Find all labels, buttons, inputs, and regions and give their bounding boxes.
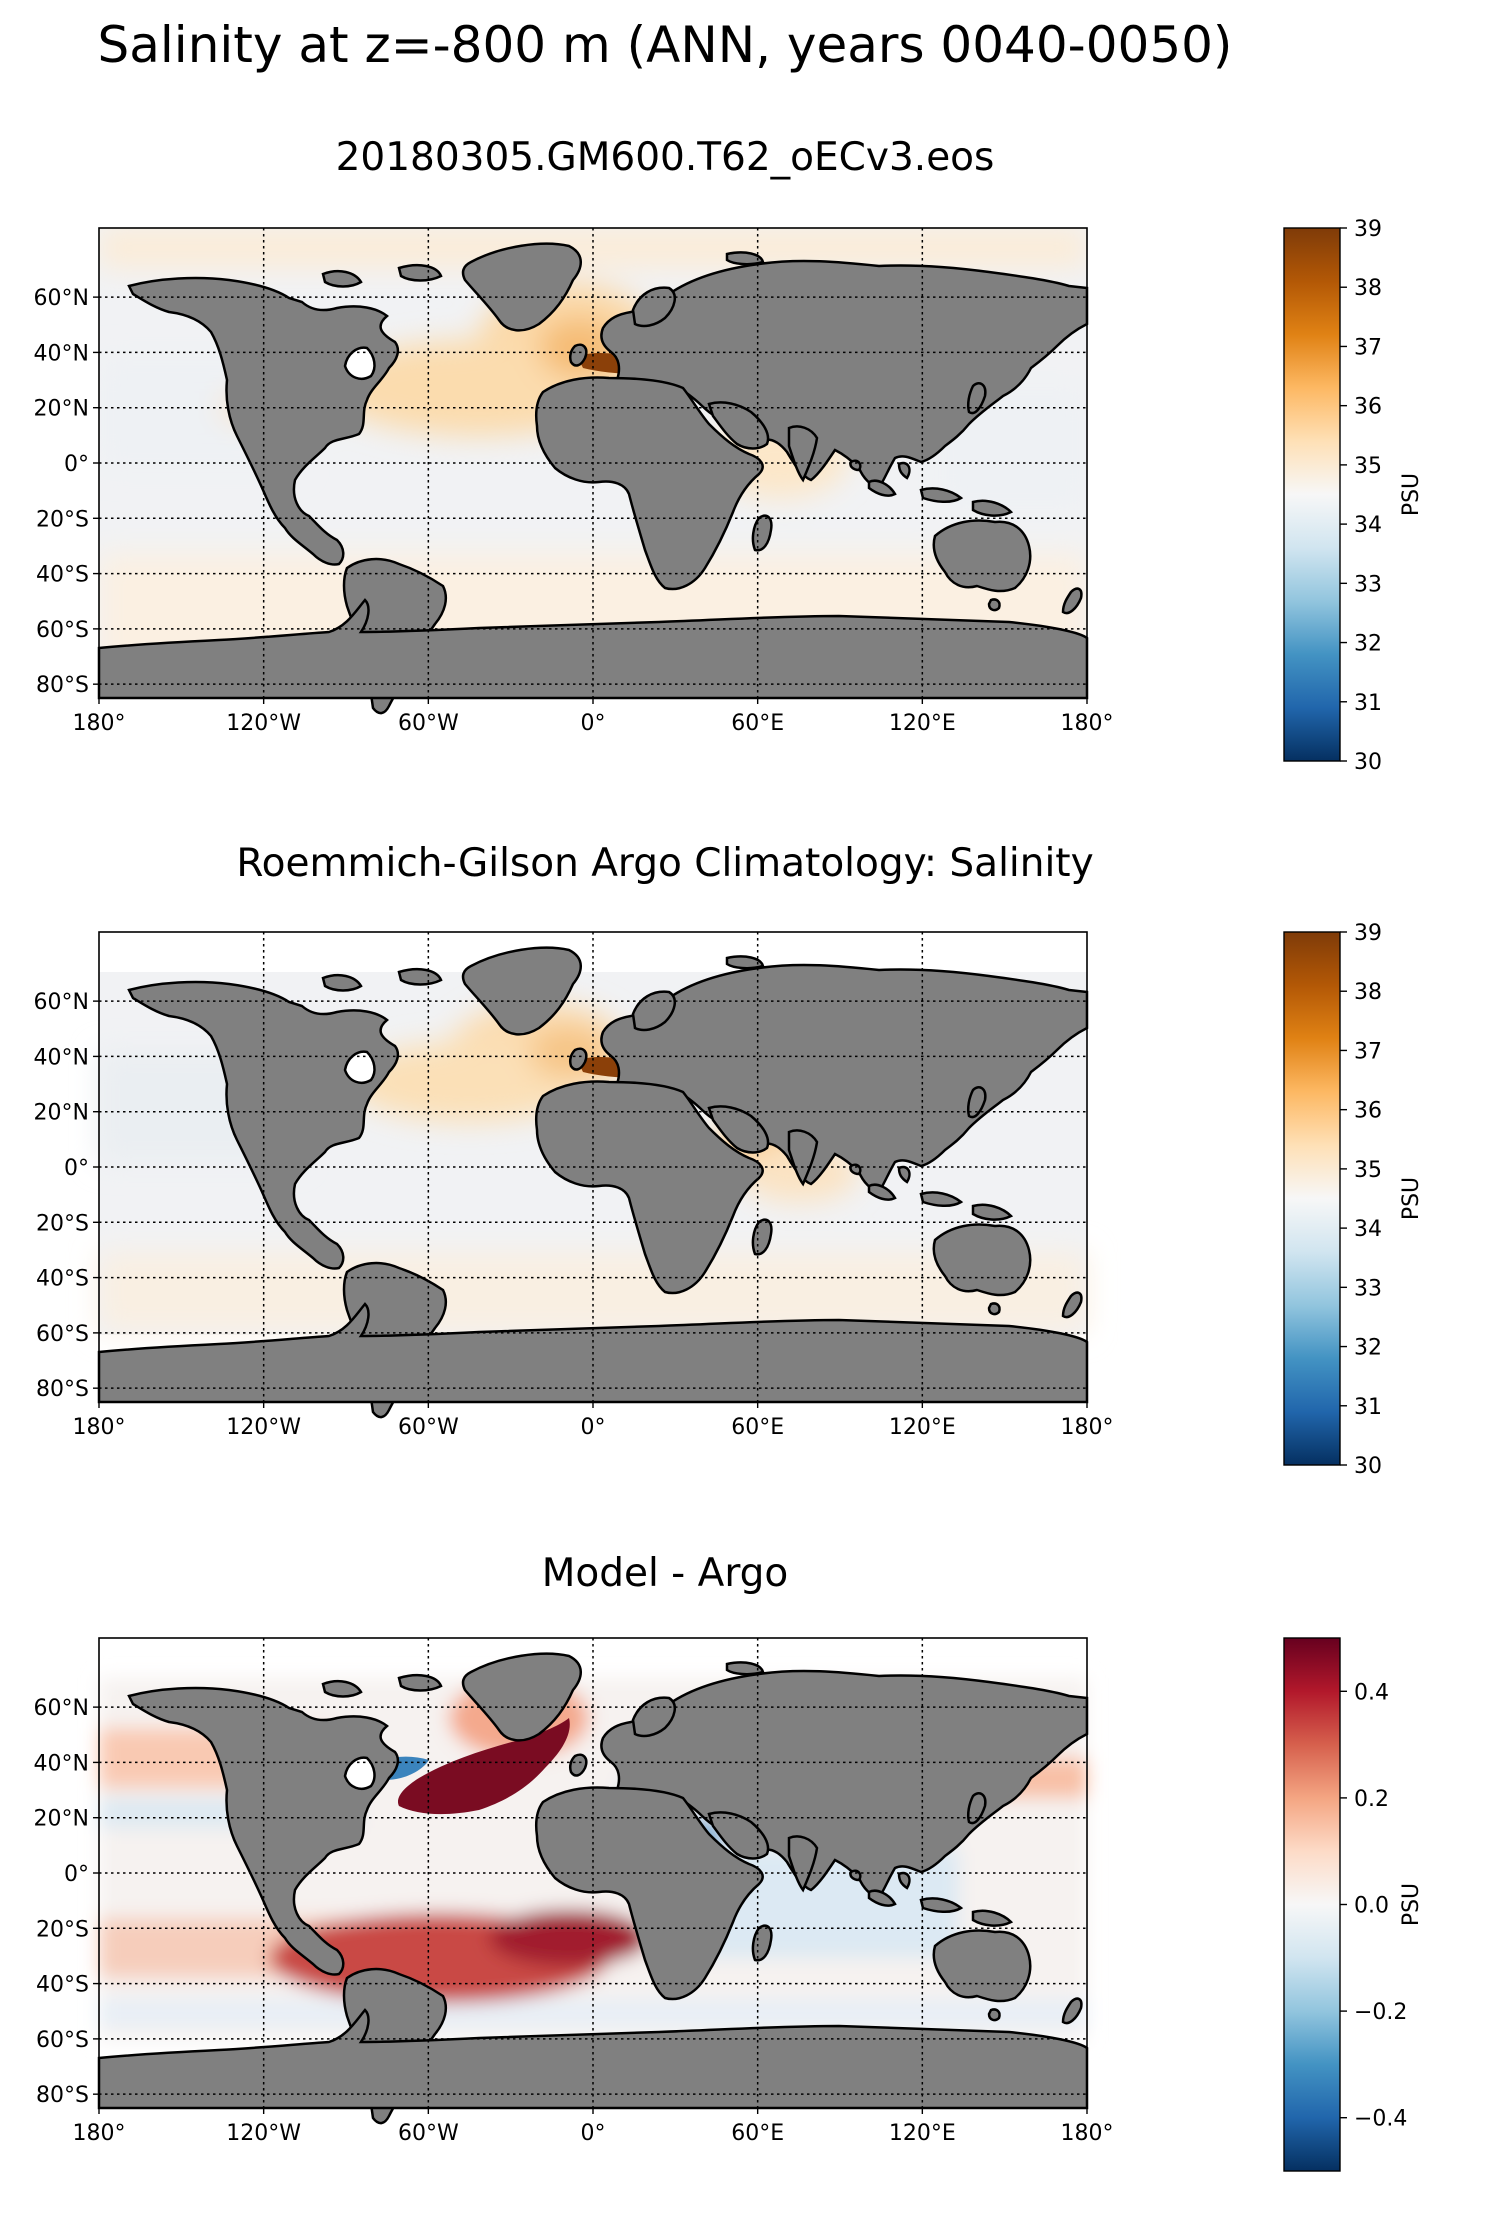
colorbar-label: PSU: [1399, 1883, 1424, 1926]
colorbar-salinity: [1283, 227, 1341, 762]
colorbar-tick-label: 33: [1354, 572, 1382, 597]
y-tick-label: 60°N: [34, 990, 89, 1015]
y-tick-label: 0°: [64, 1862, 89, 1887]
colorbar-tick-label: 31: [1354, 691, 1382, 716]
panel-title-bias: Model - Argo: [541, 1551, 789, 1596]
y-tick-label: 20°N: [34, 397, 89, 422]
colorbar-tick-label: 39: [1354, 921, 1382, 946]
x-tick-label: 120°W: [226, 1415, 301, 1440]
figure-title: Salinity at z=-800 m (ANN, years 0040-00…: [97, 16, 1233, 74]
colorbar-label: PSU: [1399, 1177, 1424, 1220]
x-tick-label: 0°: [581, 2121, 606, 2146]
y-tick-label: 60°S: [36, 2028, 89, 2053]
y-tick-label: 80°S: [36, 2083, 89, 2108]
y-tick-label: 80°S: [36, 1377, 89, 1402]
y-tick-label: 60°S: [36, 1322, 89, 1347]
y-tick-label: 60°N: [34, 286, 89, 311]
x-tick-label: 60°E: [731, 2121, 784, 2146]
y-tick-label: 40°N: [34, 1751, 89, 1776]
x-tick-label: 120°W: [226, 2121, 301, 2146]
y-tick-label: 20°N: [34, 1807, 89, 1832]
x-tick-label: 180°: [1061, 1415, 1114, 1440]
map-panel-bias: [97, 1637, 1089, 2125]
colorbar-difference: [1283, 1637, 1341, 2172]
colorbar-tick-label: 30: [1354, 750, 1382, 775]
colorbar-tick-label: 34: [1354, 513, 1382, 538]
panel-title-obs: Roemmich-Gilson Argo Climatology: Salini…: [236, 841, 1094, 886]
panel-title-model: 20180305.GM600.T62_oECv3.eos: [335, 135, 995, 180]
colorbar-tick-label: 0.0: [1354, 1894, 1389, 1919]
gridlines: [99, 228, 1087, 698]
colorbar-tick-label: 30: [1354, 1454, 1382, 1479]
x-tick-label: 180°: [73, 1415, 126, 1440]
x-tick-label: 0°: [581, 1415, 606, 1440]
x-tick-label: 120°E: [889, 711, 956, 736]
y-tick-label: 0°: [64, 1156, 89, 1181]
colorbar-tick-label: 31: [1354, 1395, 1382, 1420]
colorbar-tick-label: 38: [1354, 276, 1382, 301]
colorbar-tick-label: 34: [1354, 1217, 1382, 1242]
colorbar-tick-label: 37: [1354, 335, 1382, 360]
y-tick-label: 20°S: [36, 1917, 89, 1942]
y-tick-label: 20°N: [34, 1101, 89, 1126]
y-tick-label: 60°N: [34, 1696, 89, 1721]
colorbar-salinity: [1283, 931, 1341, 1466]
y-tick-label: 40°S: [36, 1973, 89, 1998]
y-tick-label: 40°S: [36, 563, 89, 588]
x-tick-label: 120°E: [889, 1415, 956, 1440]
colorbar-tick-label: 38: [1354, 980, 1382, 1005]
colorbar-tick-label: 36: [1354, 395, 1382, 420]
colorbar-tick-label: 32: [1354, 632, 1382, 657]
map-panel-model: [97, 227, 1089, 715]
colorbar-tick-label: −0.4: [1354, 2107, 1407, 2132]
colorbar-tick-label: 37: [1354, 1039, 1382, 1064]
y-tick-label: 0°: [64, 452, 89, 477]
x-tick-label: 60°E: [731, 1415, 784, 1440]
colorbar-tick-label: 32: [1354, 1336, 1382, 1361]
colorbar-label: PSU: [1399, 473, 1424, 516]
y-tick-label: 40°N: [34, 341, 89, 366]
x-tick-label: 120°E: [889, 2121, 956, 2146]
colorbars: 30 31 32 33 34 35 36 37 38 39 PSU 30 31 32 33 34 35 36 37 3…: [1283, 217, 1424, 2172]
x-tick-label: 60°W: [398, 2121, 459, 2146]
colorbar-tick-label: 36: [1354, 1099, 1382, 1124]
x-tick-label: 180°: [1061, 711, 1114, 736]
x-tick-label: 180°: [1061, 2121, 1114, 2146]
x-tick-label: 0°: [581, 711, 606, 736]
colorbar-tick-label: 33: [1354, 1276, 1382, 1301]
y-tick-label: 20°S: [36, 1211, 89, 1236]
y-tick-label: 40°S: [36, 1267, 89, 1292]
x-tick-label: 60°W: [398, 1415, 459, 1440]
colorbar-tick-label: 35: [1354, 454, 1382, 479]
x-tick-label: 120°W: [226, 711, 301, 736]
gridlines: [99, 1638, 1087, 2108]
y-tick-label: 40°N: [34, 1045, 89, 1070]
colorbar-tick-label: 0.4: [1354, 1680, 1389, 1705]
colorbar-tick-label: 0.2: [1354, 1787, 1389, 1812]
y-tick-label: 20°S: [36, 507, 89, 532]
gridlines: [99, 932, 1087, 1402]
x-tick-label: 60°E: [731, 711, 784, 736]
map-panel-obs: [97, 931, 1089, 1419]
y-tick-label: 60°S: [36, 618, 89, 643]
axis-labels: 60°N 40°N 20°N 0° 20°S 40°S 60°S 80°S 180° 120°W 6…: [34, 286, 1114, 2146]
x-tick-label: 60°W: [398, 711, 459, 736]
x-tick-label: 180°: [73, 2121, 126, 2146]
colorbar-tick-label: 35: [1354, 1158, 1382, 1183]
y-tick-label: 80°S: [36, 673, 89, 698]
colorbar-tick-label: 39: [1354, 217, 1382, 242]
x-tick-label: 180°: [73, 711, 126, 736]
colorbar-tick-label: −0.2: [1354, 2000, 1407, 2025]
